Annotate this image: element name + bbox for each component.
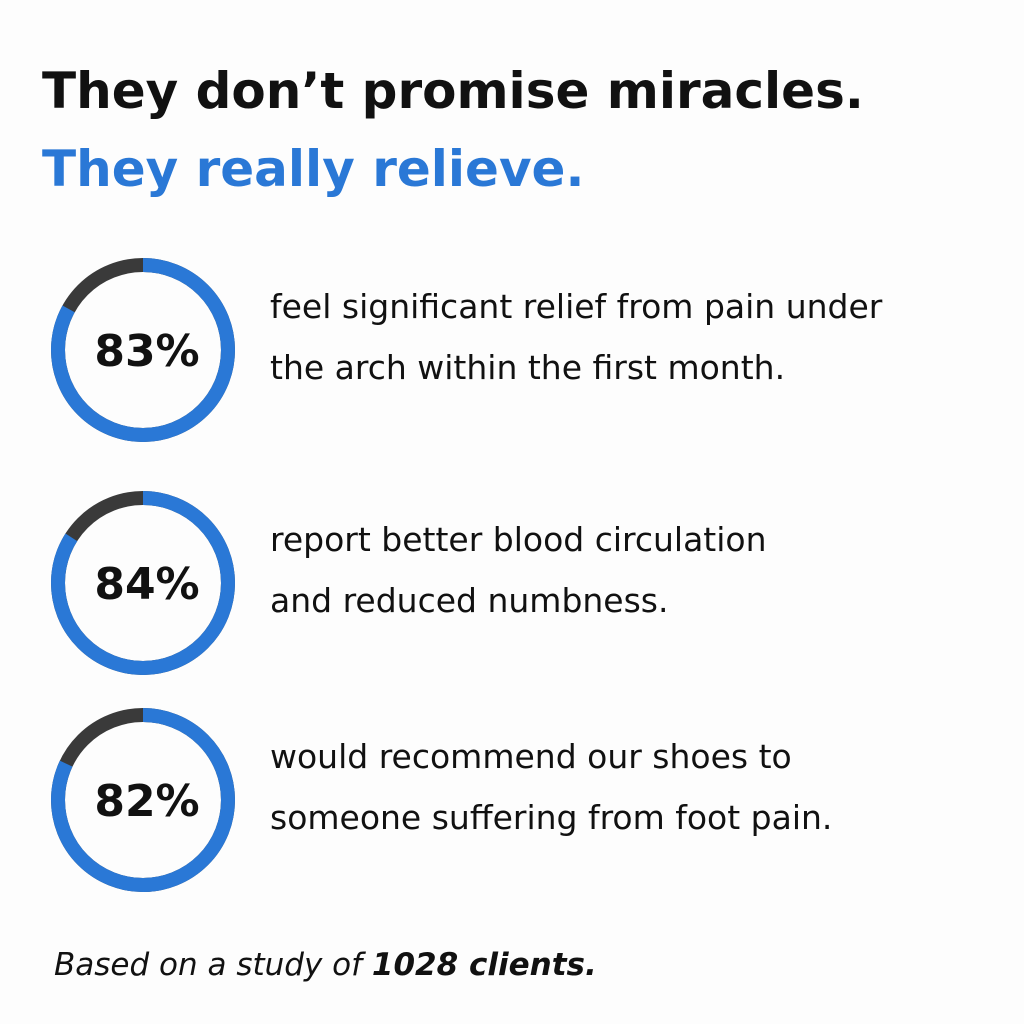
percent-label: 82% bbox=[94, 776, 199, 827]
title-line-2: They really relieve. bbox=[42, 140, 584, 198]
stat-text: someone suffering from foot pain. bbox=[270, 798, 832, 837]
percent-label: 84% bbox=[94, 559, 199, 610]
ring-progress bbox=[51, 258, 235, 442]
footnote-emphasis: 1028 clients. bbox=[372, 947, 597, 983]
stat-text: and reduced numbness. bbox=[270, 581, 668, 620]
stat-text: would recommend our shoes to bbox=[270, 737, 792, 776]
stat-text: report better blood circulation bbox=[270, 520, 767, 559]
ring-progress bbox=[51, 491, 235, 675]
stat-text: the arch within the first month. bbox=[270, 348, 785, 387]
stat-text: feel significant relief from pain under bbox=[270, 287, 883, 326]
ring-progress bbox=[51, 708, 235, 892]
percent-label: 83% bbox=[94, 326, 199, 377]
footnote-text: Based on a study of bbox=[54, 947, 372, 983]
title-line-1: They don’t promise miracles. bbox=[42, 62, 864, 120]
footnote: Based on a study of 1028 clients. bbox=[54, 947, 597, 983]
